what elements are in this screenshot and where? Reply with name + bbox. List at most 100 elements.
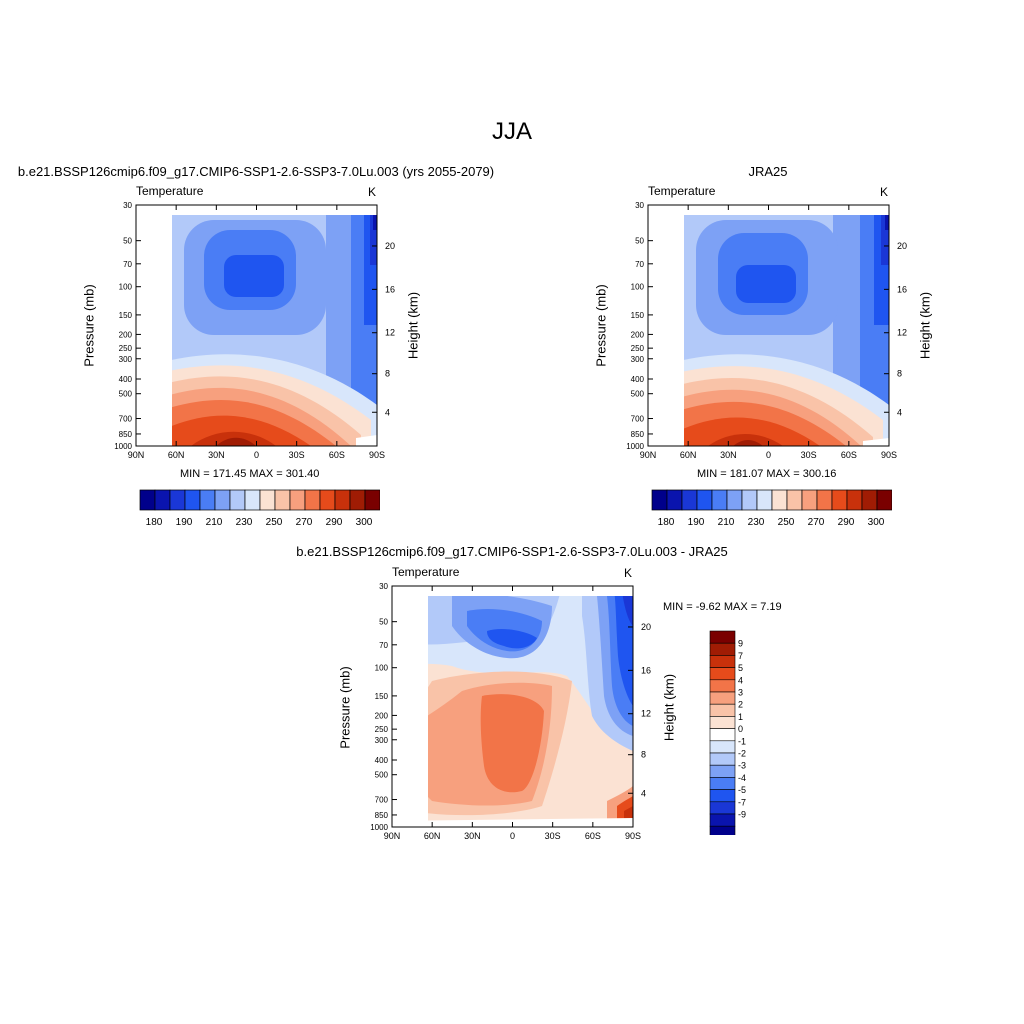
- panel2-fill-polar-south-5: [885, 215, 889, 230]
- colorbar-swatch: [709, 728, 736, 742]
- colorbar-swatch: [709, 789, 736, 803]
- y-tick-label: 1000: [626, 442, 644, 451]
- figure-title: JJA: [491, 118, 532, 145]
- panel1-missing-data: [356, 435, 377, 446]
- colorbar-label: 180: [146, 517, 163, 528]
- panel3-fill-west-neg-2: [392, 706, 417, 722]
- colorbar-label: -1: [738, 736, 746, 746]
- y-tick-label: 700: [119, 415, 133, 424]
- colorbar-swatch: [349, 489, 366, 511]
- x-tick-label: 0: [254, 450, 259, 460]
- panel3-colorbar: 9 7 5 4 3 2 1 0 -1 -2 -3 -4 -5 -7 -9: [709, 630, 746, 835]
- panel2-fill-trop-coldest: [736, 265, 796, 303]
- colorbar-label: 300: [868, 517, 885, 528]
- panel3-fill-south-4: [614, 596, 633, 706]
- colorbar-swatch: [289, 489, 306, 511]
- colorbar-label: 290: [326, 517, 343, 528]
- y-tick-label: 300: [119, 355, 133, 364]
- colorbar-label: -3: [738, 761, 746, 771]
- panel1-fill-trop-coldest: [224, 255, 284, 297]
- y2-tick-label: 4: [641, 788, 646, 798]
- colorbar-label: -2: [738, 749, 746, 759]
- colorbar-swatch: [169, 489, 186, 511]
- panel3-missing-data: [428, 818, 633, 827]
- colorbar-label: -4: [738, 773, 746, 783]
- colorbar-swatch: [709, 691, 736, 705]
- x-tick-label: 90N: [640, 450, 657, 460]
- panel3-units-label: K: [624, 566, 633, 580]
- panel2-fill-band-8: [733, 440, 763, 446]
- panel1-fill-polar-south-5: [373, 215, 377, 230]
- y2-tick-label: 12: [385, 328, 395, 338]
- panel1-variable-label: Temperature: [136, 184, 204, 198]
- colorbar-swatch: [259, 489, 276, 511]
- colorbar-label: 1: [738, 712, 743, 722]
- y-tick-label: 50: [379, 618, 388, 627]
- colorbar-label: 210: [718, 517, 735, 528]
- panel3-fill-west-neg: [428, 710, 432, 720]
- y-tick-label: 700: [631, 415, 645, 424]
- x-tick-label: 90S: [881, 450, 897, 460]
- colorbar-swatch: [709, 642, 736, 656]
- panel1-fill-polar-south-4: [370, 215, 377, 265]
- colorbar-swatch: [681, 489, 698, 511]
- y2-tick-label: 16: [897, 284, 907, 294]
- colorbar-label: -5: [738, 785, 746, 795]
- panel3-fill-pos-south-3: [624, 806, 633, 821]
- colorbar-swatch: [244, 489, 261, 511]
- colorbar-label: 4: [738, 675, 743, 685]
- x-tick-label: 90S: [369, 450, 385, 460]
- panel1-stats: MIN = 171.45 MAX = 301.40: [180, 468, 320, 480]
- colorbar-label: 270: [296, 517, 313, 528]
- x-tick-label: 30S: [289, 450, 305, 460]
- panel1-colorbar: 180 190 210 230 250 270 290 300: [139, 489, 380, 528]
- colorbar-swatch: [274, 489, 291, 511]
- y-tick-label: 500: [631, 390, 645, 399]
- y2-tick-label: 16: [641, 665, 651, 675]
- y-tick-label: 1000: [370, 823, 388, 832]
- x-tick-label: 0: [510, 831, 515, 841]
- colorbar-swatch: [709, 813, 736, 827]
- colorbar-swatch: [831, 489, 848, 511]
- colorbar-swatch: [139, 489, 156, 511]
- colorbar-swatch: [756, 489, 773, 511]
- colorbar-swatch: [364, 489, 380, 511]
- colorbar-swatch: [709, 801, 736, 815]
- panel1-ylabel: Pressure (mb): [81, 284, 97, 367]
- colorbar-swatch: [334, 489, 351, 511]
- colorbar-label: 290: [838, 517, 855, 528]
- panel2-fill-band-6: [684, 417, 820, 446]
- panel3-fill-pos-3: [392, 740, 415, 791]
- x-tick-label: 60N: [680, 450, 697, 460]
- colorbar-swatch: [771, 489, 788, 511]
- x-tick-label: 30N: [464, 831, 481, 841]
- colorbar-label: 270: [808, 517, 825, 528]
- colorbar-swatch: [786, 489, 803, 511]
- y2-tick-label: 20: [641, 622, 651, 632]
- panel1-plot: 90N 60N 30N 0 30S 60S 90S 30 50 70 100 150 200 250 300…: [114, 201, 395, 460]
- x-tick-label: 30S: [801, 450, 817, 460]
- colorbar-label: 3: [738, 688, 743, 698]
- colorbar-label: 230: [748, 517, 765, 528]
- colorbar-swatch: [709, 777, 736, 790]
- panel3-ylabel: Pressure (mb): [337, 666, 353, 749]
- colorbar-label: 230: [236, 517, 253, 528]
- colorbar-swatch: [214, 489, 231, 511]
- colorbar-swatch: [726, 489, 743, 511]
- colorbar-swatch: [304, 489, 321, 511]
- colorbar-swatch: [184, 489, 201, 511]
- colorbar-swatch: [709, 655, 736, 668]
- y-tick-label: 70: [123, 260, 132, 269]
- colorbar-swatch: [741, 489, 758, 511]
- y-tick-label: 400: [119, 375, 133, 384]
- y-tick-label: 30: [379, 582, 388, 591]
- y-tick-label: 70: [379, 641, 388, 650]
- x-tick-label: 30N: [720, 450, 737, 460]
- colorbar-swatch: [709, 679, 736, 693]
- y2-tick-label: 8: [897, 369, 902, 379]
- colorbar-swatch: [709, 740, 736, 754]
- y-tick-label: 100: [631, 283, 645, 292]
- colorbar-swatch: [876, 489, 892, 511]
- panel2-fill-band-7: [708, 434, 783, 446]
- y-tick-label: 300: [631, 355, 645, 364]
